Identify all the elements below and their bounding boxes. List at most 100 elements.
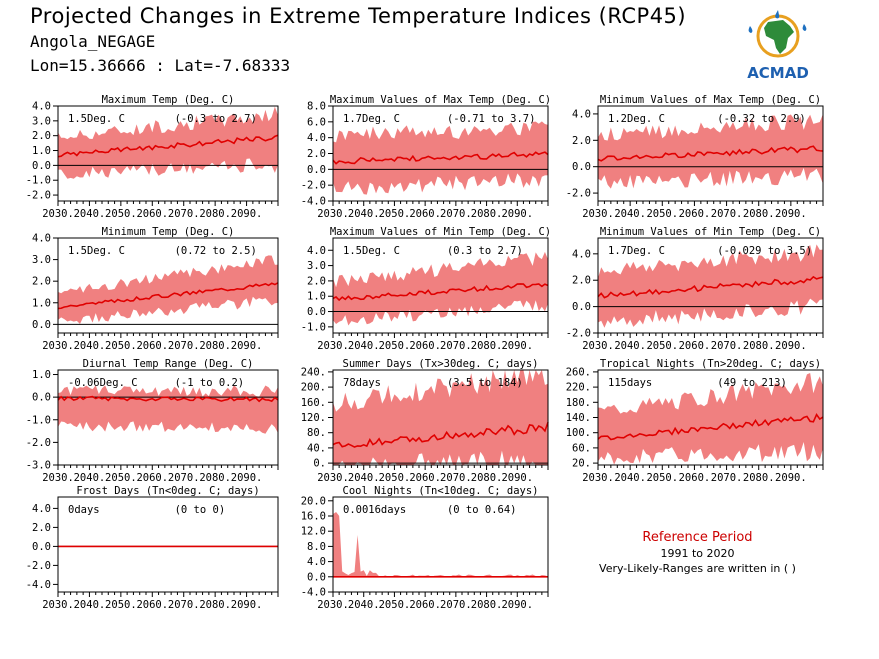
mean-change-label: 0.0016days xyxy=(343,504,406,516)
y-tick-label: 20. xyxy=(572,458,591,470)
x-tick-label: 2080. xyxy=(471,208,503,220)
y-tick-label: 40. xyxy=(307,442,326,454)
x-tick-label: 2060. xyxy=(679,472,711,484)
y-tick-label: 6.0 xyxy=(307,116,326,128)
y-tick-label: 1.0 xyxy=(32,297,51,309)
x-tick-label: 2050. xyxy=(105,208,137,220)
page-title: Projected Changes in Extreme Temperature… xyxy=(30,4,687,28)
mean-change-label: 78days xyxy=(343,377,381,389)
x-tick-label: 2090. xyxy=(501,340,533,352)
chart-title: Frost Days (Tn<0deg. C; days) xyxy=(76,485,259,497)
africa-map-logo-icon: ACMAD xyxy=(747,10,809,82)
mean-change-label: 1.7Deg. C xyxy=(608,245,665,257)
x-tick-label: 2060. xyxy=(409,472,441,484)
x-tick-label: 2080. xyxy=(743,208,775,220)
plot-frame xyxy=(597,105,824,202)
x-tick-label: 2040. xyxy=(348,472,380,484)
y-tick-label: 3.0 xyxy=(307,260,326,272)
mean-change-label: 1.5Deg. C xyxy=(343,245,400,257)
y-tick-label: 0.0 xyxy=(307,306,326,318)
mean-change-label: 115days xyxy=(608,377,652,389)
x-tick-label: 2090. xyxy=(775,472,807,484)
y-tick-label: 0. xyxy=(313,458,326,470)
y-tick-label: 80. xyxy=(307,427,326,439)
x-tick-label: 2050. xyxy=(105,340,137,352)
x-tick-label: 2080. xyxy=(471,472,503,484)
y-tick-label: 3.0 xyxy=(32,254,51,266)
y-tick-label: 240. xyxy=(301,366,326,378)
mean-change-label: 0days xyxy=(68,504,100,516)
likely-range-label: (0.3 to 2.7) xyxy=(447,245,523,257)
x-tick-label: 2090. xyxy=(501,208,533,220)
y-tick-label: 8.0 xyxy=(307,541,326,553)
x-tick-label: 2040. xyxy=(348,599,380,611)
y-tick-label: -1.0 xyxy=(26,175,51,187)
x-tick-label: 2030. xyxy=(317,208,349,220)
chart-title: Maximum Values of Min Temp (Deg. C) xyxy=(330,226,551,238)
y-tick-label: 20.0 xyxy=(301,495,326,507)
chart-title: Diurnal Temp Range (Deg. C) xyxy=(83,358,254,370)
mean-line xyxy=(597,413,824,441)
likely-range-label: (-1 to 0.2) xyxy=(175,377,245,389)
x-tick-label: 2080. xyxy=(471,599,503,611)
y-tick-label: 0.0 xyxy=(32,541,51,553)
x-tick-label: 2070. xyxy=(440,208,472,220)
y-tick-label: -3.0 xyxy=(26,460,51,472)
chart-title: Minimum Values of Min Temp (Deg. C) xyxy=(600,226,821,238)
plot-frame xyxy=(332,237,549,334)
y-tick-label: 2.0 xyxy=(32,522,51,534)
chart-title: Maximum Temp (Deg. C) xyxy=(102,94,235,106)
chart-title: Minimum Temp (Deg. C) xyxy=(102,226,235,238)
x-tick-label: 2050. xyxy=(379,472,411,484)
mean-change-label: 1.5Deg. C xyxy=(68,113,125,125)
y-tick-label: 1.0 xyxy=(32,369,51,381)
likely-range-label: (49 to 213) xyxy=(717,377,787,389)
y-tick-label: 2.0 xyxy=(572,135,591,147)
reference-years: 1991 to 2020 xyxy=(660,547,735,560)
mean-line xyxy=(332,151,549,165)
range-band xyxy=(58,106,278,179)
x-tick-label: 2080. xyxy=(199,472,231,484)
x-tick-label: 2060. xyxy=(136,472,168,484)
x-tick-label: 2060. xyxy=(409,340,441,352)
y-tick-label: 100. xyxy=(566,427,591,439)
x-tick-label: 2050. xyxy=(105,472,137,484)
x-tick-label: 2070. xyxy=(168,340,200,352)
plot-frame xyxy=(332,496,549,593)
x-tick-label: 2050. xyxy=(105,599,137,611)
x-tick-label: 2040. xyxy=(348,340,380,352)
x-tick-label: 2060. xyxy=(409,208,441,220)
station-coords: Lon=15.36666 : Lat=-7.68333 xyxy=(30,56,291,75)
y-tick-label: -1.0 xyxy=(26,414,51,426)
x-tick-label: 2070. xyxy=(440,340,472,352)
x-tick-label: 2040. xyxy=(74,599,106,611)
likely-range-label: (-0.3 to 2.7) xyxy=(175,113,257,125)
x-tick-label: 2060. xyxy=(136,340,168,352)
x-tick-label: 2070. xyxy=(168,472,200,484)
x-tick-label: 2080. xyxy=(743,340,775,352)
y-tick-label: 8.0 xyxy=(307,101,326,113)
x-tick-label: 2050. xyxy=(646,208,678,220)
x-tick-label: 2030. xyxy=(582,208,614,220)
reference-note: Very-Likely-Ranges are written in ( ) xyxy=(599,562,796,575)
x-tick-label: 2080. xyxy=(199,599,231,611)
range-band xyxy=(598,113,823,189)
likely-range-label: (0 to 0) xyxy=(175,504,226,516)
chart-title: Summer Days (Tx>30deg. C; days) xyxy=(343,358,539,370)
x-tick-label: 2050. xyxy=(379,208,411,220)
y-tick-label: 120. xyxy=(301,412,326,424)
x-tick-label: 2080. xyxy=(199,340,231,352)
x-tick-label: 2040. xyxy=(348,208,380,220)
y-tick-label: -1.0 xyxy=(301,321,326,333)
likely-range-label: (-0.32 to 2.9) xyxy=(717,113,806,125)
plot-frame xyxy=(57,105,279,202)
y-tick-label: 1.0 xyxy=(32,145,51,157)
y-tick-label: 16.0 xyxy=(301,511,326,523)
